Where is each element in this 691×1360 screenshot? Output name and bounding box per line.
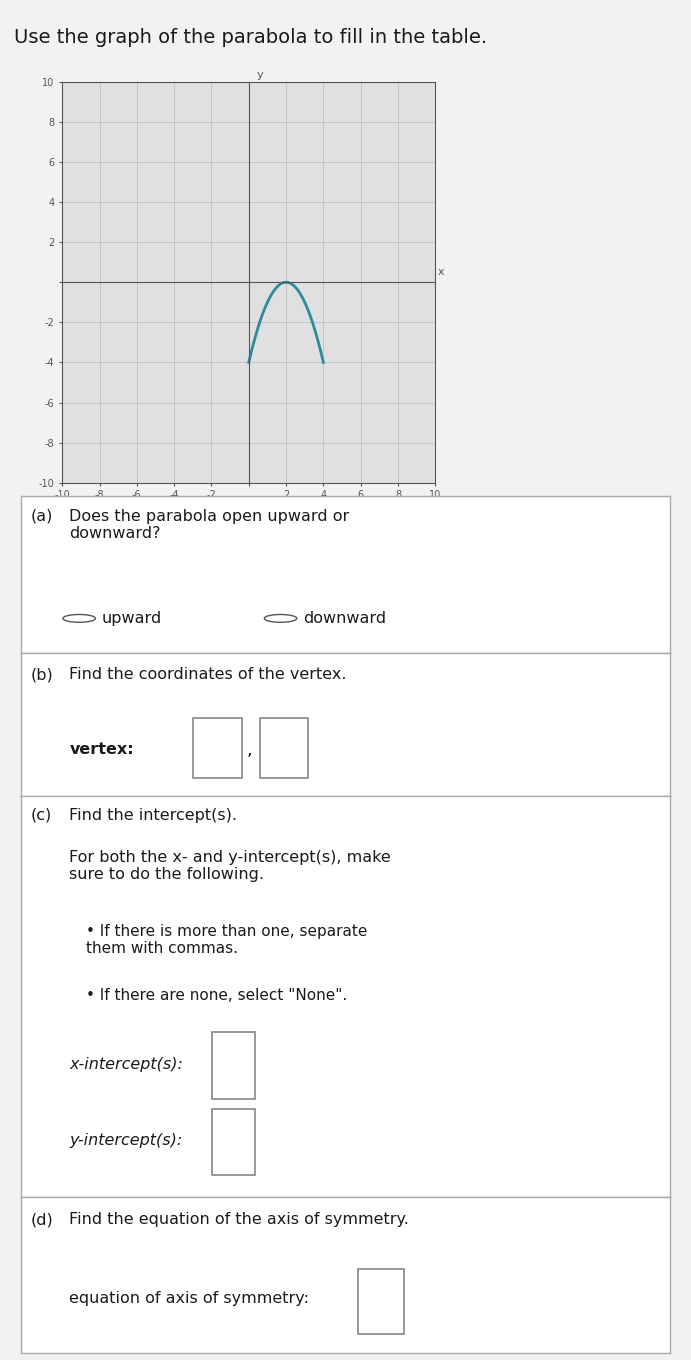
Text: Find the coordinates of the vertex.: Find the coordinates of the vertex. xyxy=(69,666,347,683)
Bar xyxy=(212,1032,254,1099)
Circle shape xyxy=(63,615,95,623)
Text: downward: downward xyxy=(303,611,386,626)
Text: vertex:: vertex: xyxy=(69,743,134,758)
Text: Find the intercept(s).: Find the intercept(s). xyxy=(69,808,238,823)
Text: y: y xyxy=(256,69,263,80)
Bar xyxy=(212,1108,254,1175)
Text: Use the graph of the parabola to fill in the table.: Use the graph of the parabola to fill in… xyxy=(14,29,487,46)
Text: upward: upward xyxy=(102,611,162,626)
Text: • If there are none, select "None".: • If there are none, select "None". xyxy=(86,989,347,1004)
Text: (c): (c) xyxy=(30,808,52,823)
Text: y-intercept(s):: y-intercept(s): xyxy=(69,1133,182,1148)
Bar xyxy=(260,718,308,778)
Text: x: x xyxy=(437,267,444,277)
Bar xyxy=(193,718,242,778)
Bar xyxy=(359,1269,404,1334)
Text: x-intercept(s):: x-intercept(s): xyxy=(69,1057,183,1072)
Text: Does the parabola open upward or
downward?: Does the parabola open upward or downwar… xyxy=(69,509,350,541)
Circle shape xyxy=(264,615,296,623)
Text: (a): (a) xyxy=(30,509,53,524)
Text: Find the equation of the axis of symmetry.: Find the equation of the axis of symmetr… xyxy=(69,1213,409,1228)
Text: ,: , xyxy=(247,741,252,759)
Text: (d): (d) xyxy=(30,1213,53,1228)
Text: • If there is more than one, separate
them with commas.: • If there is more than one, separate th… xyxy=(86,923,367,956)
Text: For both the x- and y-intercept(s), make
sure to do the following.: For both the x- and y-intercept(s), make… xyxy=(69,850,391,883)
Text: equation of axis of symmetry:: equation of axis of symmetry: xyxy=(69,1291,310,1306)
Text: (b): (b) xyxy=(30,666,53,683)
